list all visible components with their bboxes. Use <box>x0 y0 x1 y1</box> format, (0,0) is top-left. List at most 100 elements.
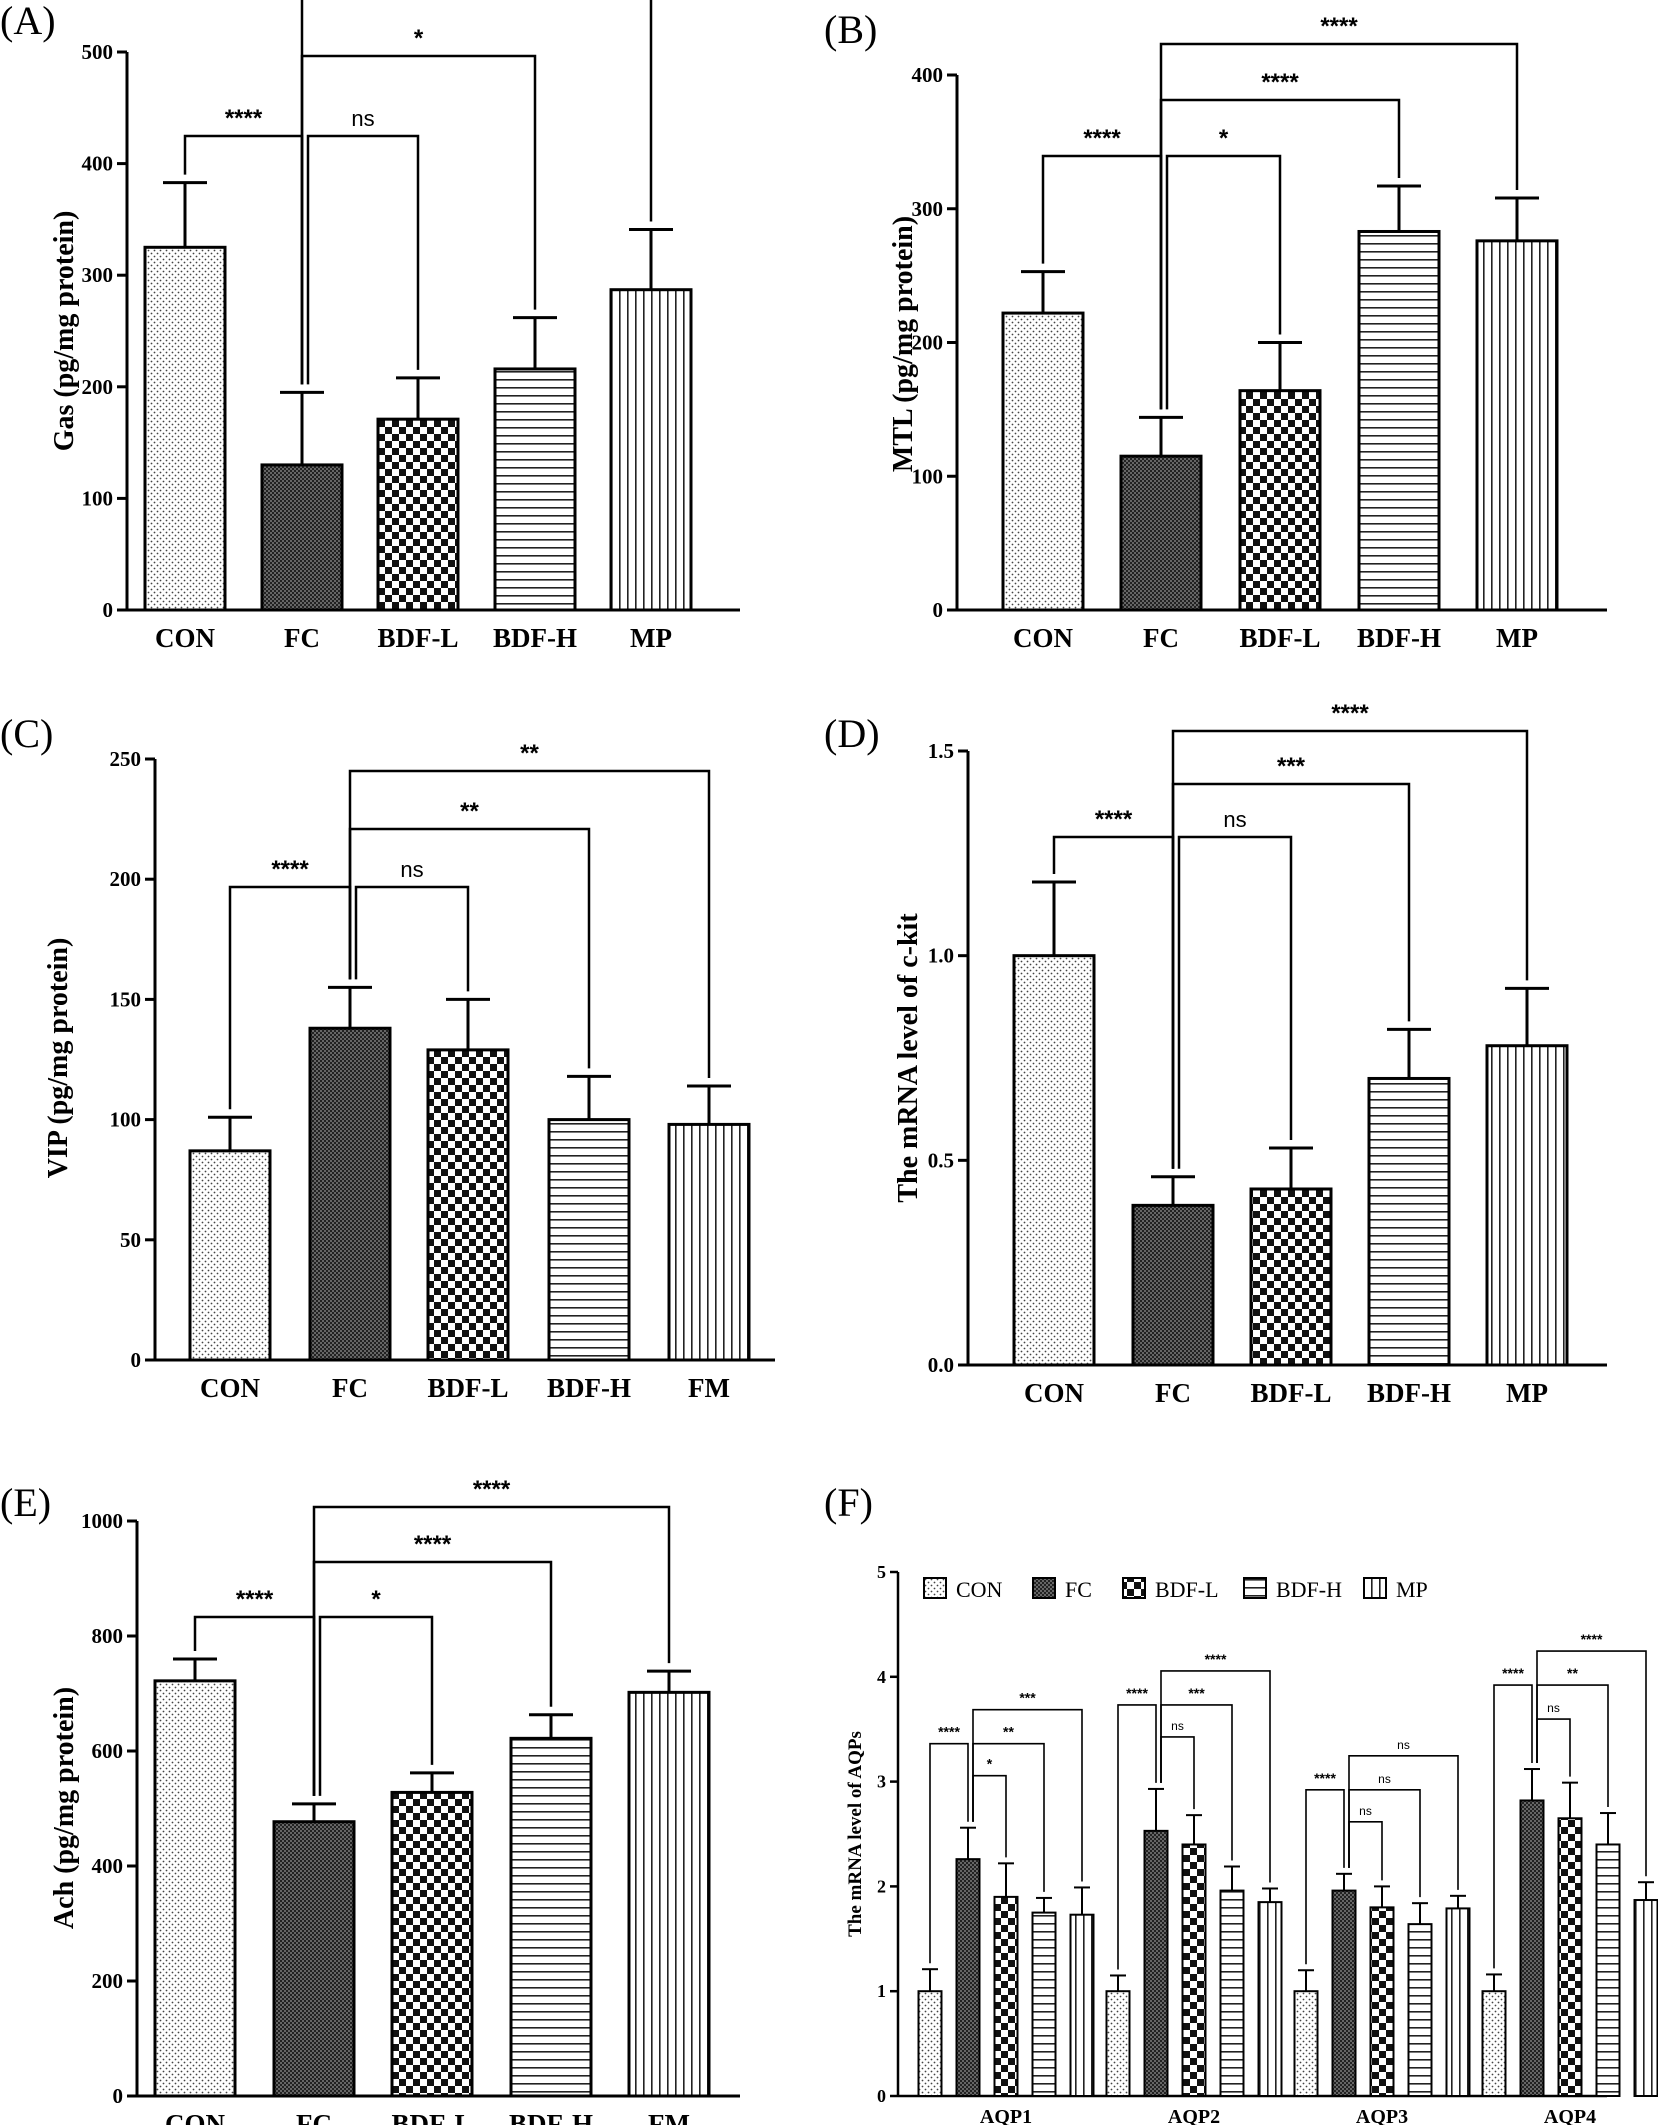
bar-fc <box>1119 454 1203 612</box>
y-axis-label: Ach (pg/mg protein) <box>49 1687 80 1929</box>
significance-label: * <box>414 25 424 52</box>
significance-bracket <box>1177 835 1293 1169</box>
x-tick-label: MP <box>1506 1378 1548 1408</box>
y-tick-label: 200 <box>82 375 114 399</box>
significance-bracket <box>318 1615 434 1796</box>
y-tick-label: 0 <box>877 2086 886 2106</box>
y-tick-label: 300 <box>82 263 114 287</box>
y-axis-label: VIP (pg/mg protein) <box>43 938 74 1179</box>
significance-label: * <box>1219 125 1229 152</box>
significance-bracket <box>972 1742 1045 1892</box>
panel-5: (F) 0 1 2 3 4 5 The mRNA level of AQPs CON FC BDF-… <box>824 1480 1658 2125</box>
x-tick-label: BDF-H <box>547 1373 631 1403</box>
bar-aqp4-fc <box>1519 1799 1545 2097</box>
panel-1: (B) 0 100 200 300 400 MTL (pg/mg protein) CON FC… <box>824 7 1607 653</box>
y-tick-label: 250 <box>110 747 142 771</box>
bar-bdf-h <box>1367 1076 1451 1367</box>
significance-bracket <box>1165 154 1282 410</box>
y-tick-label: 100 <box>82 486 114 510</box>
legend-label: BDF-H <box>1276 1577 1342 1602</box>
significance-bracket <box>929 1742 969 1964</box>
bar-fc <box>308 1026 392 1362</box>
bar-aqp3-bdf-l <box>1369 1906 1395 2097</box>
bar-fc <box>1131 1203 1215 1367</box>
x-tick-label: BDF-L <box>1251 1378 1332 1408</box>
legend-label: CON <box>956 1577 1003 1602</box>
y-tick-label: 2 <box>877 1876 886 1896</box>
y-tick-label: 1.5 <box>928 739 954 763</box>
panel-label: (A) <box>0 0 56 43</box>
bar-bdf-l <box>426 1048 510 1362</box>
x-tick-label: CON <box>200 1373 261 1403</box>
y-tick-label: 100 <box>110 1108 142 1132</box>
significance-bracket <box>1171 729 1529 1169</box>
significance-bracket <box>354 885 470 992</box>
y-axis-label: The mRNA level of AQPs <box>845 1731 866 1937</box>
significance-label: * <box>987 1756 993 1772</box>
y-tick-label: 800 <box>92 1624 124 1648</box>
y-tick-label: 400 <box>912 63 944 87</box>
x-tick-label: FC <box>1143 623 1179 653</box>
significance-label: ns <box>1223 807 1246 832</box>
significance-label: **** <box>414 1531 452 1558</box>
x-tick-label: BDF-L <box>1240 623 1321 653</box>
bar-fc <box>272 1820 356 2098</box>
y-tick-label: 0 <box>131 1348 142 1372</box>
bar-bdf-h <box>493 367 577 612</box>
significance-bracket <box>1348 1821 1383 1881</box>
legend-label: BDF-L <box>1155 1577 1219 1602</box>
significance-label: ns <box>1547 1701 1560 1715</box>
x-tick-label: FC <box>296 2109 332 2125</box>
y-tick-label: 200 <box>912 331 944 355</box>
legend-label: FC <box>1065 1577 1092 1602</box>
bar-aqp2-bdf-h <box>1219 1889 1245 2098</box>
bar-aqp3-mp <box>1445 1907 1471 2097</box>
significance-bracket <box>1305 1789 1345 1965</box>
significance-label: **** <box>1261 69 1299 96</box>
significance-label: ns <box>1359 1804 1372 1818</box>
y-tick-label: 4 <box>877 1667 886 1687</box>
bar-bdf-l <box>376 417 460 612</box>
bar-aqp1-bdf-h <box>1031 1911 1057 2097</box>
significance-bracket <box>300 0 653 385</box>
x-tick-label: FM <box>648 2109 690 2125</box>
significance-bracket <box>1493 1684 1533 1969</box>
x-tick-label: FC <box>284 623 320 653</box>
bar-con <box>153 1679 237 2098</box>
x-tick-label: BDF-L <box>428 1373 509 1403</box>
bar-aqp4-bdf-l <box>1557 1817 1583 2098</box>
panel-2: (C) 0 50 100 150 200 250 VIP (pg/mg protein) CON… <box>0 711 775 1403</box>
y-axis-label: The mRNA level of c-kit <box>893 913 924 1203</box>
significance-label: *** <box>1019 1690 1036 1706</box>
bar-bdf-l <box>1249 1187 1333 1367</box>
significance-label: ** <box>1567 1665 1578 1681</box>
y-tick-label: 0.0 <box>928 1353 954 1377</box>
bar-con <box>188 1149 272 1362</box>
y-tick-label: 150 <box>110 987 142 1011</box>
legend-swatch <box>1032 1577 1056 1599</box>
significance-label: **** <box>1331 700 1369 727</box>
panel-3: (D) 0.0 0.5 1.0 1.5 The mRNA level of c-kit CO… <box>824 700 1607 1408</box>
x-tick-label: AQP3 <box>1356 2106 1408 2125</box>
y-tick-label: 0 <box>113 2084 124 2108</box>
x-tick-label: BDF-H <box>509 2109 593 2125</box>
legend-swatch <box>923 1577 947 1599</box>
x-tick-label: BDF-L <box>378 623 459 653</box>
significance-bracket <box>972 1708 1083 1882</box>
bar-aqp3-con <box>1293 1990 1319 2097</box>
significance-label: **** <box>225 105 263 132</box>
panel-0: (A) 0 100 200 300 400 500 Gas (pg/mg protein) CO… <box>0 0 740 653</box>
bar-aqp1-bdf-l <box>993 1895 1019 2097</box>
significance-label: **** <box>236 1586 274 1613</box>
bar-fm <box>627 1690 711 2098</box>
bar-aqp1-con <box>917 1990 943 2097</box>
x-tick-label: AQP2 <box>1168 2106 1220 2125</box>
y-tick-label: 50 <box>120 1228 141 1252</box>
bar-mp <box>1485 1044 1569 1367</box>
panel-label: (B) <box>824 7 877 52</box>
x-tick-label: BDF-L <box>392 2109 473 2125</box>
significance-label: ns <box>1378 1772 1391 1786</box>
significance-label: **** <box>1314 1770 1336 1786</box>
significance-bracket <box>1348 1755 1459 1890</box>
